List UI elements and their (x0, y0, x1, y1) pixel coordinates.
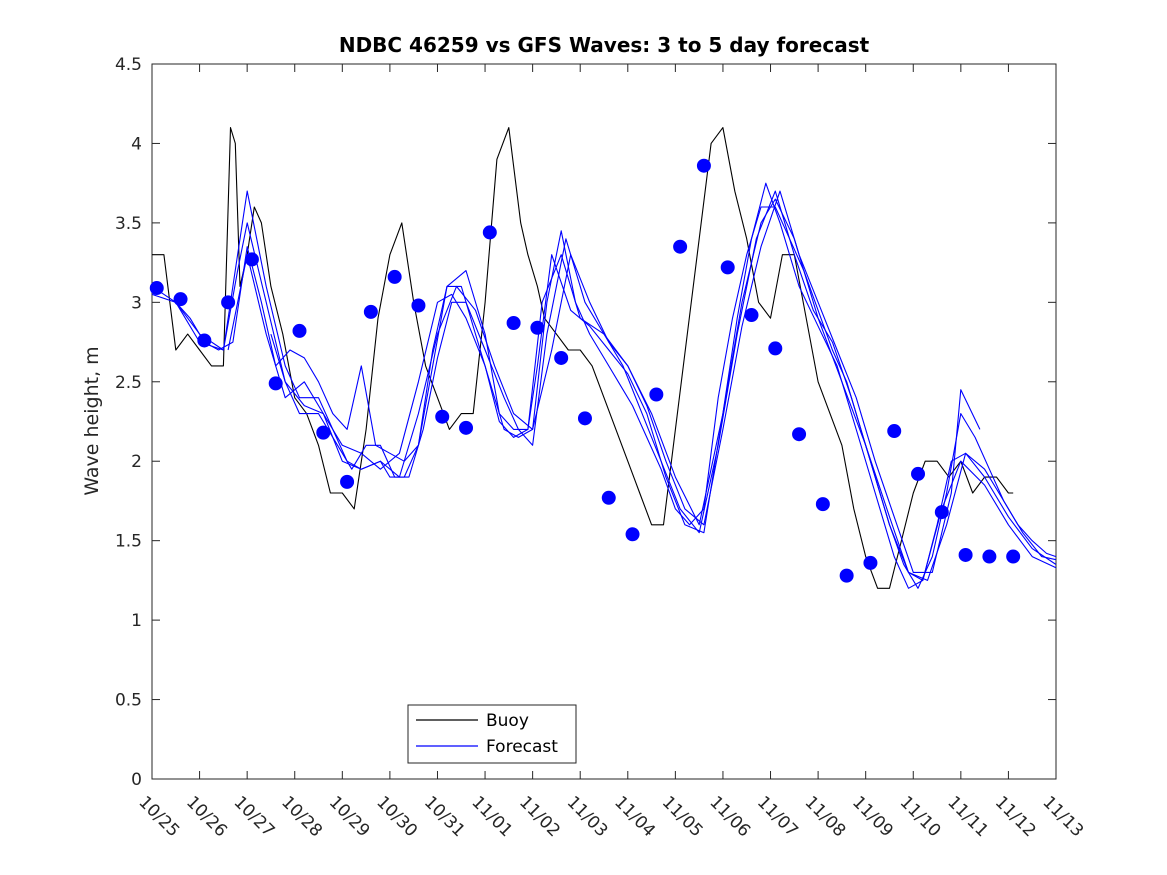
forecast-marker (173, 292, 188, 307)
forecast-marker (577, 411, 592, 426)
forecast-marker (411, 298, 426, 313)
forecast-marker (839, 568, 854, 583)
forecast-marker (815, 497, 830, 512)
forecast-marker (554, 350, 569, 365)
y-tick-label: 3 (131, 293, 142, 313)
forecast-marker (911, 466, 926, 481)
y-tick-label: 4.5 (115, 55, 142, 75)
forecast-marker (958, 547, 973, 562)
legend: Buoy Forecast (407, 704, 577, 764)
forecast-marker (316, 425, 331, 440)
y-tick-label: 0 (131, 770, 142, 790)
forecast-marker (601, 490, 616, 505)
series-line-forecast (270, 190, 1057, 581)
forecast-marker (506, 315, 521, 330)
y-tick-label: 1 (131, 611, 142, 631)
forecast-marker (387, 269, 402, 284)
forecast-marker (268, 376, 283, 391)
series-line-forecast (227, 190, 981, 573)
axes-box (151, 63, 1057, 780)
forecast-marker (625, 527, 640, 542)
forecast-marker (863, 555, 878, 570)
forecast-marker (149, 281, 164, 296)
series-line-forecast (175, 206, 1057, 589)
forecast-marker (982, 549, 997, 564)
y-tick-label: 0.5 (115, 691, 142, 711)
forecast-marker (197, 333, 212, 348)
chart-title: NDBC 46259 vs GFS Waves: 3 to 5 day fore… (339, 33, 870, 57)
plot-area: 00.511.522.533.544.510/2510/2610/2710/28… (115, 55, 1087, 841)
forecast-marker (459, 420, 474, 435)
y-tick-label: 1.5 (115, 532, 142, 552)
forecast-marker (292, 323, 307, 338)
forecast-marker (1006, 549, 1021, 564)
y-tick-label: 4 (131, 134, 142, 154)
y-axis-label: Wave height, m (81, 346, 103, 495)
series-line-forecast (151, 198, 1057, 581)
forecast-marker (768, 341, 783, 356)
legend-label-forecast: Forecast (486, 737, 558, 757)
forecast-marker (244, 252, 259, 267)
forecast-marker (887, 424, 902, 439)
forecast-marker (720, 260, 735, 275)
forecast-marker (792, 427, 807, 442)
legend-label-buoy: Buoy (486, 711, 529, 731)
forecast-marker (530, 320, 545, 335)
forecast-marker (696, 158, 711, 173)
forecast-marker (649, 387, 664, 402)
forecast-marker (934, 505, 949, 520)
forecast-marker (221, 295, 236, 310)
y-tick-label: 2 (131, 452, 142, 472)
forecast-marker (340, 474, 355, 489)
y-tick-label: 3.5 (115, 214, 142, 234)
y-tick-label: 2.5 (115, 373, 142, 393)
forecast-marker (435, 409, 450, 424)
forecast-marker (744, 308, 759, 323)
forecast-marker (363, 304, 378, 319)
legend-box (407, 704, 577, 764)
forecast-marker (673, 239, 688, 254)
forecast-marker (482, 225, 497, 240)
